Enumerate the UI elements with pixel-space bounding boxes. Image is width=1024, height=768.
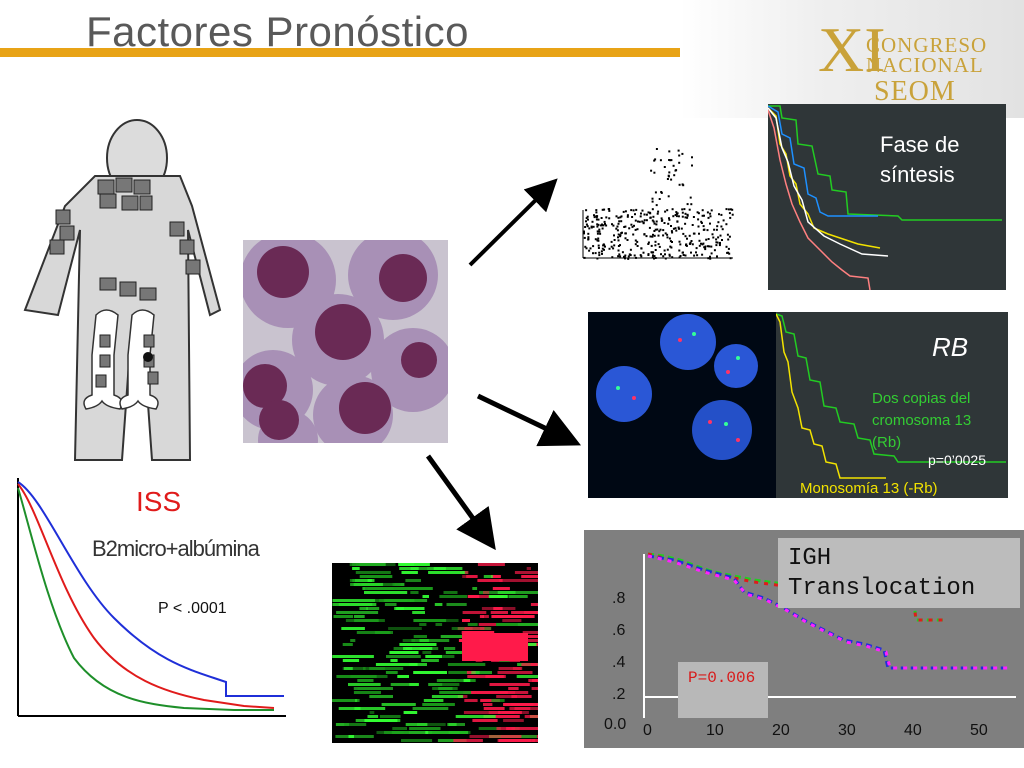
iss-survival-curves	[17, 478, 286, 717]
y-tick-label: .8	[612, 590, 626, 607]
rb-label: RB	[932, 332, 969, 362]
x-tick-label: 10	[706, 722, 724, 739]
synthesis-survival-curves	[768, 105, 1002, 290]
rb-survival-panel	[776, 312, 1008, 498]
rb-survival-curves	[776, 313, 1006, 479]
rb-two-copies-label: Dos copias del cromosoma 13 (Rb)	[872, 390, 972, 451]
logo-line-1: CONGRESO	[866, 33, 988, 57]
igh-p-value: P=0.006	[688, 669, 756, 687]
x-tick-label: 20	[772, 722, 790, 739]
rb-monosomy-label: Monosomía 13 (-Rb)	[800, 480, 938, 497]
fish-nuclei	[596, 314, 758, 460]
x-tick-label: 50	[970, 722, 988, 739]
arrow-icon	[425, 178, 582, 551]
iss-subtitle: B2micro+albúmina	[92, 536, 260, 561]
logo-line-2: NACIONAL	[866, 53, 984, 77]
y-tick-label: 0.0	[604, 716, 627, 733]
x-tick-label: 40	[904, 722, 922, 739]
igh-label-box	[778, 538, 1020, 608]
rb-p-value: p=0’0025	[928, 452, 987, 468]
x-tick-label: 30	[838, 722, 856, 739]
x-tick-label: 0	[643, 722, 652, 739]
title-underline	[0, 48, 810, 57]
iss-title: ISS	[136, 486, 182, 517]
y-tick-label: .6	[612, 622, 626, 639]
y-tick-label: .2	[612, 686, 626, 703]
y-tick-label: .4	[612, 654, 626, 671]
gene-expression-heatmap	[332, 563, 538, 743]
plasma-cells-micrograph	[243, 240, 448, 443]
synthesis-label-line1: Fase de	[880, 132, 960, 157]
iss-p-value: P < .0001	[158, 600, 227, 617]
igh-p-box	[678, 662, 768, 718]
synthesis-phase-panel	[768, 104, 1006, 290]
synthesis-label-line2: síntesis	[880, 162, 955, 187]
congress-logo	[680, 0, 1024, 118]
logo-numeral: XI	[818, 14, 886, 85]
igh-label: IGH Translocation	[788, 545, 976, 602]
dna-scatter-plot	[582, 148, 734, 260]
human-body-figure-icon	[23, 119, 222, 461]
slide-title: Factores Pronóstico	[86, 8, 469, 55]
